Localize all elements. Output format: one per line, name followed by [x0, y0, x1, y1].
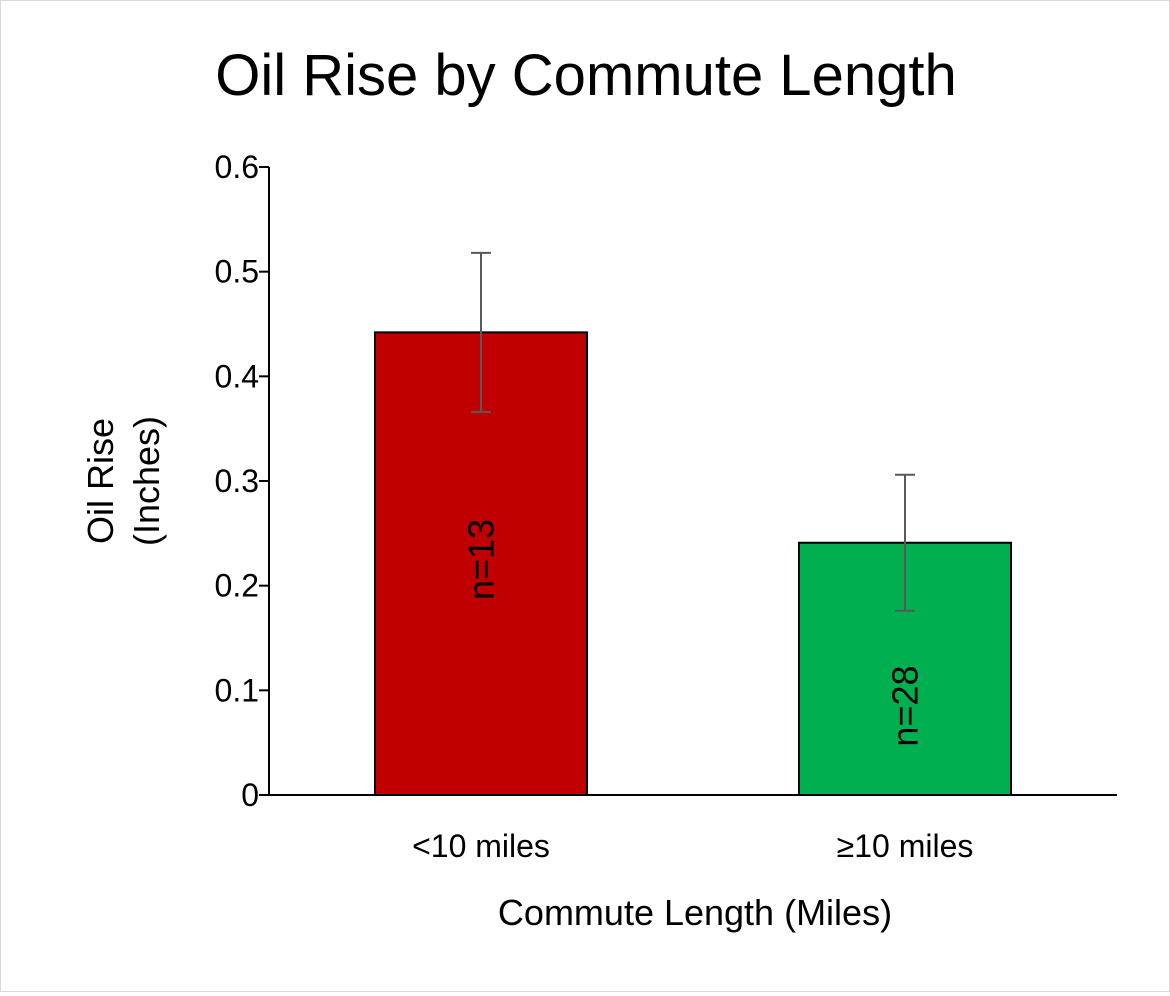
- y-tick-label: 0.6: [215, 149, 259, 185]
- y-tick-label: 0: [241, 777, 259, 813]
- y-tick-label: 0.5: [215, 254, 259, 290]
- y-tick-label: 0.1: [215, 672, 259, 708]
- y-tick-label: 0.3: [215, 463, 259, 499]
- bar-data-label: n=13: [461, 519, 502, 600]
- x-tick-label: ≥10 miles: [837, 828, 974, 864]
- chart-title: Oil Rise by Commute Length: [215, 43, 956, 108]
- y-axis: 0 0.1 0.2 0.3 0.4 0.5 0.6: [215, 149, 270, 813]
- y-tick-label: 0.4: [215, 358, 259, 394]
- y-axis-title-line-1: Oil Rise: [80, 418, 121, 544]
- y-tick-label: 0.2: [215, 568, 259, 604]
- error-bars: [471, 251, 915, 612]
- x-axis-title: Commute Length (Miles): [498, 892, 892, 933]
- y-axis-title: Oil Rise (Inches): [80, 416, 167, 546]
- y-axis-title-line-2: (Inches): [126, 416, 167, 546]
- bar-data-label: n=28: [885, 665, 926, 746]
- x-tick-label: <10 miles: [412, 828, 550, 864]
- bars: n=13 n=28: [374, 331, 1012, 797]
- x-axis: <10 miles ≥10 miles: [269, 794, 1117, 864]
